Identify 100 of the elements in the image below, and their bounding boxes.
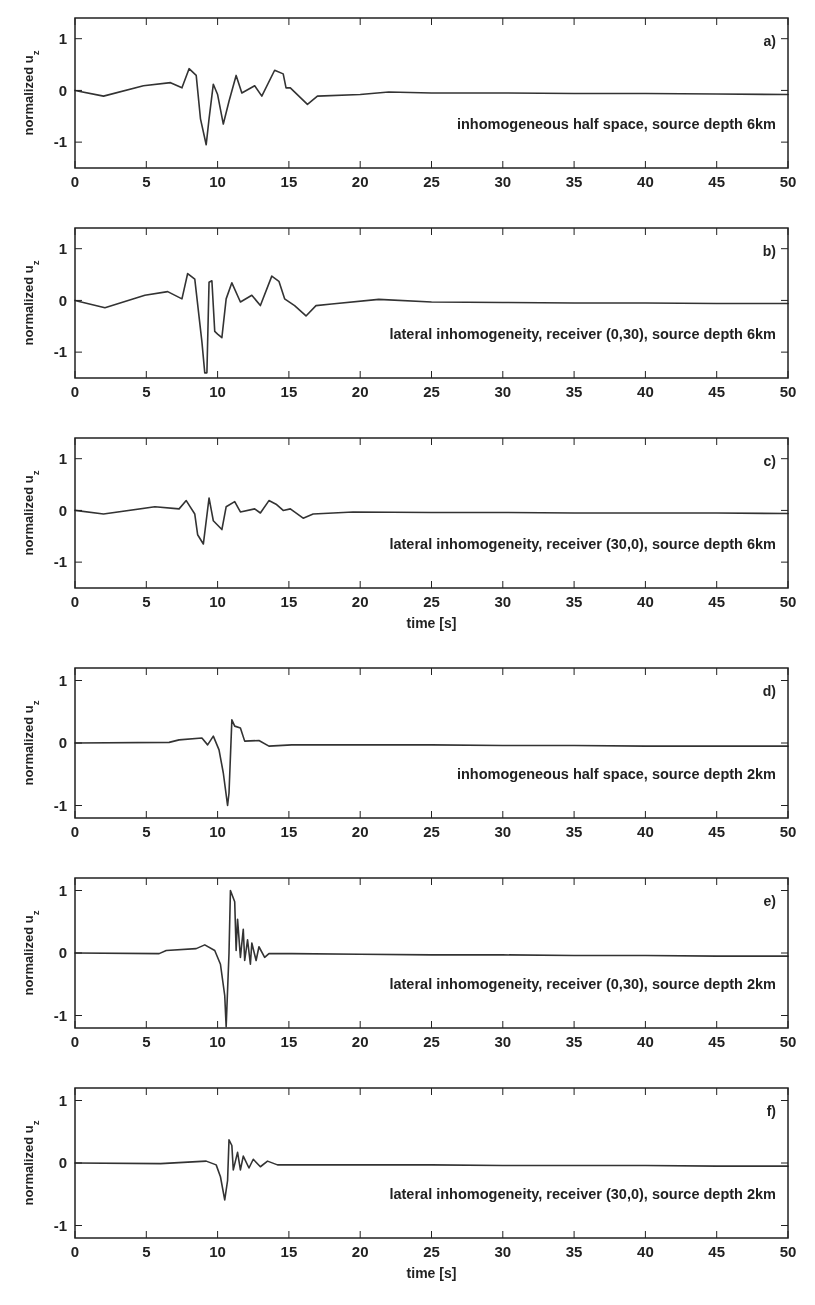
x-tick-label: 40 <box>637 1033 654 1050</box>
x-tick-label: 40 <box>637 1243 654 1260</box>
x-tick-label: 15 <box>280 1243 298 1260</box>
x-tick-label: 25 <box>423 593 440 610</box>
y-tick-label: 0 <box>58 1154 67 1172</box>
y-tick-label: -1 <box>53 553 67 571</box>
x-tick-label: 10 <box>209 823 226 840</box>
x-tick-label: 25 <box>423 1033 440 1050</box>
x-tick-label: 50 <box>779 1033 797 1050</box>
x-tick-label: 35 <box>565 383 583 400</box>
line-series <box>74 272 789 374</box>
x-tick-label: 50 <box>779 823 797 840</box>
x-tick-label: 20 <box>351 1033 369 1050</box>
x-tick-label: 45 <box>708 1033 726 1050</box>
annotation: f) <box>766 1103 776 1119</box>
x-tick-label: 20 <box>351 1243 369 1260</box>
x-tick-label: 30 <box>494 1243 512 1260</box>
x-tick-label: 5 <box>142 383 151 400</box>
x-tick-label: 25 <box>423 1243 440 1260</box>
y-tick-label: -1 <box>53 1216 67 1234</box>
y-tick-label: -1 <box>53 343 67 361</box>
y-tick-label: 0 <box>58 291 67 309</box>
y-tick-label: 0 <box>58 501 67 519</box>
x-tick-label: 0 <box>70 383 80 400</box>
annotation: b) <box>762 243 776 259</box>
y-tick-label: 1 <box>58 449 67 467</box>
x-tick-label: 5 <box>142 1033 151 1050</box>
y-tick-label: 1 <box>58 29 67 47</box>
x-tick-label: 50 <box>779 593 797 610</box>
x-tick-label: 35 <box>565 173 583 190</box>
annotation: d) <box>762 683 776 699</box>
x-tick-label: 35 <box>565 1033 583 1050</box>
x-tick-label: 30 <box>494 1033 512 1050</box>
annotation: lateral inhomogeneity, receiver (0,30), source depth 2km <box>389 976 776 992</box>
x-tick-label: 25 <box>423 173 440 190</box>
x-tick-label: 0 <box>70 1243 80 1260</box>
y-tick-label: 0 <box>58 734 67 752</box>
x-tick-label: 30 <box>494 823 512 840</box>
x-tick-label: 15 <box>280 173 298 190</box>
x-tick-label: 10 <box>209 173 226 190</box>
x-axis-title: time [s] <box>406 1265 457 1281</box>
x-tick-label: 10 <box>209 593 226 610</box>
y-tick-label: -1 <box>53 133 67 151</box>
x-tick-label: 45 <box>708 383 726 400</box>
x-tick-label: 15 <box>280 383 298 400</box>
x-tick-label: 50 <box>779 383 797 400</box>
x-tick-label: 40 <box>637 593 654 610</box>
x-tick-label: 10 <box>209 383 226 400</box>
x-tick-label: 30 <box>494 173 512 190</box>
x-tick-label: 10 <box>209 1033 226 1050</box>
x-tick-label: 0 <box>70 1033 80 1050</box>
annotation: e) <box>763 893 776 909</box>
x-tick-label: 45 <box>708 1243 726 1260</box>
annotation: lateral inhomogeneity, receiver (0,30), source depth 6km <box>389 326 776 342</box>
x-tick-label: 0 <box>70 593 80 610</box>
x-tick-label: 5 <box>142 173 151 190</box>
x-tick-label: 35 <box>565 593 583 610</box>
annotation: lateral inhomogeneity, receiver (30,0), source depth 6km <box>389 536 776 552</box>
x-tick-label: 5 <box>142 593 151 610</box>
y-tick-label: -1 <box>53 796 67 814</box>
annotation: inhomogeneous half space, source depth 6km <box>456 116 776 132</box>
x-tick-label: 20 <box>351 173 369 190</box>
annotation: c) <box>763 453 776 469</box>
x-tick-label: 45 <box>708 173 726 190</box>
x-tick-label: 25 <box>423 823 440 840</box>
x-tick-label: 20 <box>351 383 369 400</box>
x-tick-label: 5 <box>142 823 151 840</box>
annotation: a) <box>763 33 776 49</box>
x-tick-label: 30 <box>494 383 512 400</box>
y-tick-label: 1 <box>58 239 67 257</box>
annotation: inhomogeneous half space, source depth 2km <box>456 766 776 782</box>
x-tick-label: 45 <box>708 823 726 840</box>
y-tick-label: -1 <box>53 1006 67 1024</box>
y-tick-label: 1 <box>58 671 67 689</box>
x-tick-label: 50 <box>779 173 797 190</box>
x-tick-label: 5 <box>142 1243 151 1260</box>
y-tick-label: 1 <box>58 1091 67 1109</box>
x-tick-label: 20 <box>351 593 369 610</box>
annotation: lateral inhomogeneity, receiver (30,0), source depth 2km <box>389 1186 776 1202</box>
x-tick-label: 40 <box>637 823 654 840</box>
x-tick-label: 15 <box>280 593 298 610</box>
x-tick-label: 30 <box>494 593 512 610</box>
x-tick-label: 15 <box>280 823 298 840</box>
line-series <box>74 67 789 146</box>
x-tick-label: 0 <box>70 173 80 190</box>
x-tick-label: 45 <box>708 593 726 610</box>
x-tick-label: 15 <box>280 1033 298 1050</box>
x-tick-label: 40 <box>637 383 654 400</box>
x-tick-label: 50 <box>779 1243 797 1260</box>
x-tick-label: 40 <box>637 173 654 190</box>
x-tick-label: 10 <box>209 1243 226 1260</box>
x-axis-title: time [s] <box>406 615 457 631</box>
x-tick-label: 25 <box>423 383 440 400</box>
x-tick-label: 0 <box>70 823 80 840</box>
x-tick-label: 20 <box>351 823 369 840</box>
y-tick-label: 0 <box>58 81 67 99</box>
x-tick-label: 35 <box>565 1243 583 1260</box>
y-tick-label: 0 <box>58 944 67 962</box>
x-tick-label: 35 <box>565 823 583 840</box>
y-tick-label: 1 <box>58 881 67 899</box>
